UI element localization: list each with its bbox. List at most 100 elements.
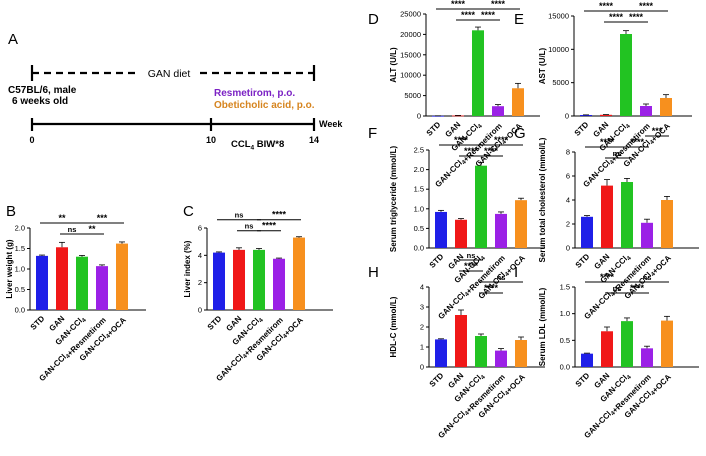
panel-d-bar-gan-ccl-oca — [512, 88, 524, 116]
panel-f-letter: F — [368, 125, 377, 142]
panel-g-letter: G — [514, 125, 526, 142]
panel-h-bar-std — [435, 339, 447, 367]
panel-e-bar-gan-ccl-resmetirom — [640, 106, 652, 116]
panel-b-y-axis-label: Liver weight (g) — [5, 239, 14, 298]
panel-e-bar-std — [580, 115, 592, 116]
panel-d-bar-gan-ccl — [472, 30, 484, 116]
panel-b-bar-gan-ccl-resmetirom — [96, 266, 108, 310]
panel-c-y-tick-label: 2 — [198, 278, 202, 287]
panel-h-significance-label: **** — [484, 283, 499, 293]
panel-d-significance-label: **** — [451, 0, 466, 9]
panel-f-significance-label: **** — [464, 146, 479, 156]
panel-b-y-tick-label: 1.5 — [15, 244, 25, 253]
panel-d-bar-std — [432, 115, 444, 117]
panel-i-significance-label: ns — [643, 273, 652, 282]
panel-h-category-label: STD — [428, 371, 446, 389]
panel-d-bar-gan — [452, 115, 464, 117]
panel-b-significance-label: ** — [88, 224, 96, 234]
panel-g-y-tick-label: 8 — [566, 148, 570, 157]
panel-b-significance-label: ** — [58, 213, 66, 223]
panel-e-significance-label: **** — [609, 12, 624, 22]
panel-b-y-tick-label: 2.0 — [15, 224, 25, 233]
panel-h-bar-gan-ccl-resmetirom — [495, 350, 507, 367]
panel-g-bar-gan — [601, 185, 613, 248]
panel-e-y-axis-label: AST (U/L) — [538, 47, 547, 84]
panel-g-bar-gan-ccl-oca — [661, 200, 673, 248]
panel-f-bar-gan — [455, 219, 467, 248]
treatment-resmetirom: Resmetirom, p.o. — [214, 88, 295, 99]
panel-c-y-axis-label: Liver index (%) — [183, 240, 192, 297]
panel-h-bar-gan — [455, 315, 467, 367]
panel-i-category-label: STD — [574, 371, 592, 389]
panel-f-significance-label: **** — [484, 146, 499, 156]
panel-h-bar-gan-ccl — [475, 336, 487, 367]
panel-letter-a: A — [8, 31, 18, 48]
panel-d-y-tick-label: 20000 — [400, 30, 421, 39]
panel-e-bar-gan-ccl — [620, 34, 632, 116]
panel-b-significance-label: ns — [68, 225, 77, 234]
panel-f-y-tick-label: 2.0 — [414, 165, 424, 174]
panel-f-y-tick-label: 1.5 — [414, 185, 424, 194]
panel-c-bar-gan — [233, 249, 245, 310]
panel-e-y-tick-label: 10000 — [548, 45, 569, 54]
week-tick-label-10: 10 — [206, 135, 216, 145]
panel-e-y-tick-label: 15000 — [548, 12, 569, 21]
panel-c-category-label: STD — [206, 314, 224, 332]
panel-i-y-tick-label: 1.0 — [560, 309, 570, 318]
panel-f-y-tick-label: 0.5 — [414, 224, 424, 233]
panel-f-bar-std — [435, 211, 447, 248]
panel-g-y-axis-label: Serum total cholesterol (mmol/L) — [538, 137, 547, 262]
age-label: 6 weeks old — [12, 96, 68, 107]
panel-f-serum-triglyceride: F 0.0 0.5 1.0 1.5 2.0 2.5 Serum triglyceride (m… — [368, 125, 545, 321]
panel-h-y-tick-label: 3 — [420, 303, 424, 312]
panel-f-bar-gan-ccl — [475, 165, 487, 248]
panel-h-bar-gan-ccl-oca — [515, 340, 527, 367]
panel-i-y-tick-label: 1.5 — [560, 283, 570, 292]
panel-i-bar-gan — [601, 331, 613, 367]
panel-d-significance-label: **** — [461, 10, 476, 20]
panel-c-bar-gan-ccl-resmetirom — [273, 258, 285, 310]
panel-e-bar-gan — [600, 114, 612, 116]
panel-e-significance-label: **** — [639, 1, 654, 11]
panel-d-y-tick-label: 5000 — [404, 91, 421, 100]
panel-b-y-tick-label: 0.5 — [15, 285, 25, 294]
panel-e-significance-label: **** — [599, 1, 614, 11]
panel-b-bar-gan — [56, 247, 68, 310]
ccl4-prefix: CCL — [231, 139, 251, 150]
panel-g-y-tick-label: 4 — [566, 196, 570, 205]
panel-i-bar-gan-ccl-resmetirom — [641, 348, 653, 367]
panel-f-y-tick-label: 1.0 — [414, 204, 424, 213]
panel-f-y-axis-label: Serum triglyceride (mmol/L) — [389, 146, 398, 253]
panel-g-significance-label: **** — [600, 137, 615, 147]
panel-e-category-label: STD — [573, 120, 591, 138]
panel-c-letter: C — [183, 203, 194, 220]
strain-label: C57BL/6, male — [8, 85, 77, 96]
panel-d-category-label: STD — [425, 120, 443, 138]
panel-g-significance-label: *** — [652, 126, 663, 136]
panel-f-significance-label: **** — [454, 135, 469, 145]
panel-g-y-tick-label: 0 — [566, 244, 570, 253]
panel-c-bar-std — [213, 252, 225, 310]
panel-b-y-tick-label: 1.0 — [15, 265, 25, 274]
panel-h-significance-label: ns — [497, 273, 506, 282]
panel-d-bar-gan-ccl-resmetirom — [492, 106, 504, 116]
panel-f-y-tick-label: 2.5 — [414, 146, 424, 155]
panel-c-significance-label: ns — [235, 211, 244, 220]
week-axis-label: Week — [319, 119, 343, 129]
panel-f-bar-gan-ccl-oca — [515, 200, 527, 248]
week-tick-label-14: 14 — [309, 135, 319, 145]
panel-d-y-axis-label: ALT (U/L) — [389, 47, 398, 83]
panel-i-significance-label: **** — [630, 283, 645, 293]
panel-b-bar-std — [36, 255, 48, 310]
panel-c-bar-gan-ccl — [253, 249, 265, 310]
treatment-oca: Obeticholic acid, p.o. — [214, 100, 315, 111]
panel-e-y-tick-label: 0 — [565, 112, 569, 121]
panel-e-letter: E — [514, 11, 524, 28]
panel-d-letter: D — [368, 11, 379, 28]
panel-g-significance-label: ns — [613, 149, 622, 158]
panel-a-timeline: A GAN diet C57BL/6, male 6 weeks old Res… — [8, 31, 343, 152]
ccl4-subscript: 4 — [251, 145, 255, 152]
